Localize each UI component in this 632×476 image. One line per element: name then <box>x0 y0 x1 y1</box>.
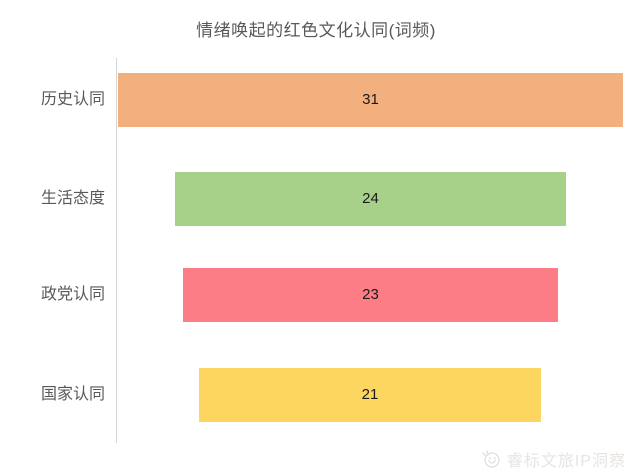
watermark-text: 睿标文旅IP洞察 <box>506 453 626 470</box>
category-label: 历史认同 <box>40 91 105 108</box>
category-label: 生活态度 <box>40 190 105 207</box>
category-label: 政党认同 <box>40 286 105 303</box>
bar-3 <box>183 268 558 322</box>
value-label: 21 <box>361 386 379 403</box>
y-axis-line <box>116 58 117 443</box>
value-label: 31 <box>362 91 379 108</box>
watermark-logo-icon <box>480 449 502 469</box>
value-label: 23 <box>362 286 379 303</box>
watermark: 睿标文旅IP洞察 <box>480 447 626 471</box>
value-label: 24 <box>362 190 379 207</box>
category-label: 国家认同 <box>40 386 105 403</box>
bar-1 <box>118 73 623 127</box>
chart-title: 情绪唤起的红色文化认同(词频) <box>196 21 436 40</box>
bar-2 <box>175 172 566 226</box>
bar-4 <box>199 368 541 422</box>
